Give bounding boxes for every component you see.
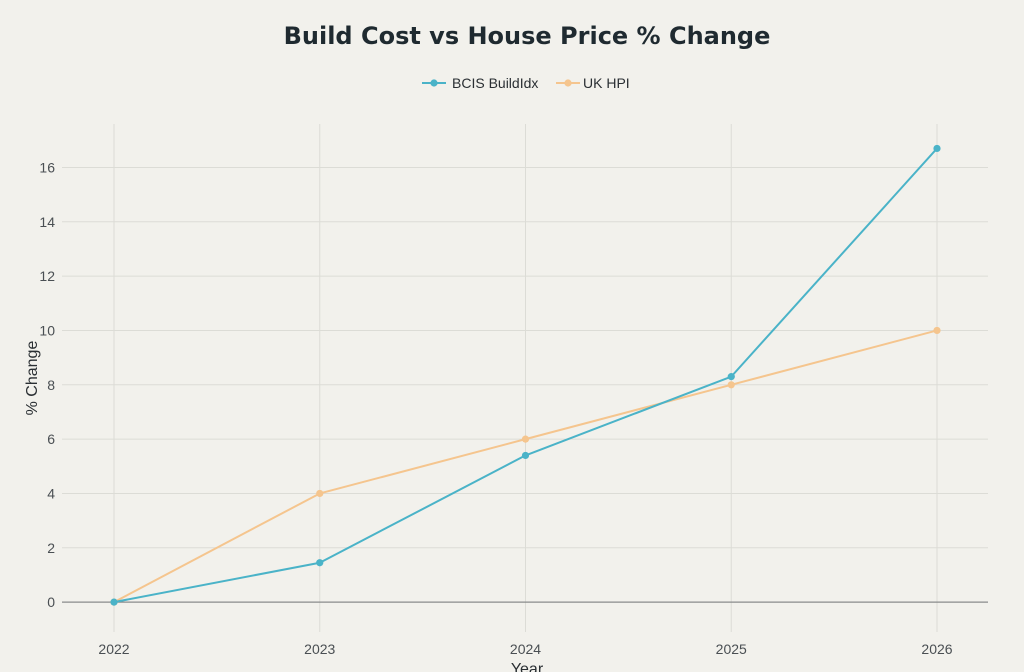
- y-tick-label: 16: [39, 159, 55, 175]
- y-tick-label: 6: [47, 431, 55, 447]
- chart-title: Build Cost vs House Price % Change: [284, 22, 771, 50]
- x-tick-label: 2026: [921, 641, 952, 657]
- y-axis-title: % Change: [24, 341, 41, 416]
- data-point-uk-hpi: [316, 489, 324, 498]
- x-tick-label: 2025: [716, 641, 747, 657]
- data-point-uk-hpi: [521, 435, 530, 443]
- y-tick-label: 10: [39, 322, 55, 338]
- x-tick-label: 2022: [98, 641, 129, 657]
- x-axis-title: Year: [511, 661, 544, 672]
- legend-swatch-marker: [430, 79, 438, 87]
- series-lines: [110, 144, 941, 606]
- x-tick-label: 2023: [304, 641, 335, 657]
- x-tick-label: 2024: [510, 641, 541, 657]
- data-point-uk-hpi: [933, 326, 941, 335]
- data-point-bcis-buildidx: [110, 598, 118, 606]
- series-bcis-buildidx: [110, 144, 941, 606]
- legend-item-bcis-buildidx: BCIS BuildIdx: [422, 75, 538, 91]
- legend-item-uk-hpi: UK HPI: [556, 75, 630, 91]
- y-axis-ticks: 0 2 4 6 8 10 12 14 16: [39, 159, 55, 610]
- data-point-bcis-buildidx: [521, 451, 530, 460]
- y-tick-label: 8: [47, 377, 55, 393]
- data-point-bcis-buildidx: [727, 373, 735, 381]
- y-tick-label: 0: [47, 594, 55, 610]
- x-axis-ticks: 2022 2023 2024 2025 2026: [98, 641, 952, 657]
- data-point-uk-hpi: [727, 381, 735, 389]
- data-point-bcis-buildidx: [316, 559, 324, 567]
- y-tick-label: 12: [39, 268, 55, 284]
- y-tick-label: 14: [39, 214, 55, 230]
- legend-label: BCIS BuildIdx: [452, 75, 538, 91]
- y-tick-label: 4: [47, 485, 55, 501]
- legend-swatch-marker: [564, 79, 572, 87]
- data-point-bcis-buildidx: [933, 144, 941, 153]
- y-tick-label: 2: [47, 540, 55, 556]
- legend: BCIS BuildIdx UK HPI: [422, 75, 630, 91]
- legend-label: UK HPI: [583, 75, 630, 91]
